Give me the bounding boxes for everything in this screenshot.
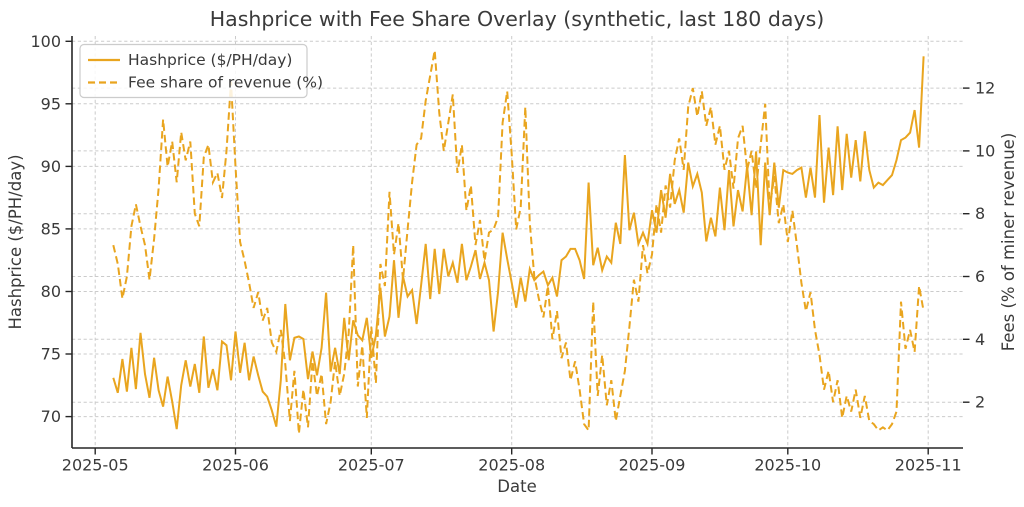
y-left-tick-label: 80	[41, 282, 61, 301]
legend-label-feeshare: Fee share of revenue (%)	[128, 74, 323, 92]
y-right-tick-label: 12	[975, 79, 995, 98]
x-tick-label: 2025-05	[62, 456, 129, 475]
y-left-tick-label: 70	[41, 407, 61, 426]
y-left-tick-label: 85	[41, 219, 61, 238]
x-axis-label: Date	[497, 477, 536, 496]
x-tick-label: 2025-10	[754, 456, 821, 475]
y-right-tick-label: 2	[975, 393, 985, 412]
fee-share-line	[112, 50, 925, 434]
y-right-tick-label: 6	[975, 267, 985, 286]
x-tick-label: 2025-06	[202, 456, 269, 475]
gridlines	[72, 36, 963, 448]
x-tick-label: 2025-08	[478, 456, 545, 475]
y-left-tick-label: 90	[41, 157, 61, 176]
y-right-tick-label: 4	[975, 330, 985, 349]
legend-box	[79, 43, 308, 99]
y-right-tick-label: 10	[975, 141, 995, 160]
x-tick-label: 2025-09	[619, 456, 686, 475]
y-left-tick-label: 95	[41, 94, 61, 113]
legend-label-hashprice: Hashprice ($/PH/day)	[128, 51, 292, 69]
y-left-tick-label: 100	[30, 32, 61, 51]
hashprice-line	[112, 56, 925, 430]
y-right-tick-label: 8	[975, 204, 985, 223]
x-tick-label: 2025-11	[895, 456, 962, 475]
y-axis-label-right: Fees (% of miner revenue)	[999, 133, 1018, 352]
y-axis-label-left: Hashprice ($/PH/day)	[6, 154, 25, 329]
y-left-tick-label: 75	[41, 345, 61, 364]
x-tick-label: 2025-07	[338, 456, 405, 475]
chart-title: Hashprice with Fee Share Overlay (synthe…	[210, 7, 825, 31]
legend: Hashprice ($/PH/day) Fee share of revenu…	[79, 43, 323, 99]
series-lines	[112, 50, 925, 434]
axes: 70 75 80 85 90 95 100 2 4 6 8 10 12 2025-05 2025-06 202…	[30, 32, 995, 475]
